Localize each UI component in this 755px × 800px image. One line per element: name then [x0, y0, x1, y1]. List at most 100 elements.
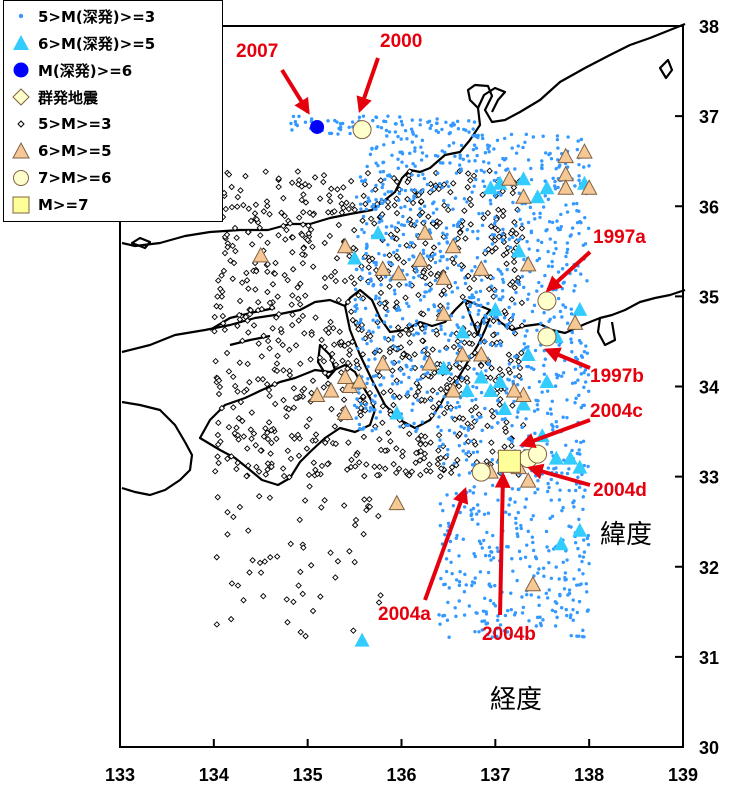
event-deep-5-m-3	[403, 204, 407, 209]
event-deep-5-m-3	[551, 176, 555, 181]
event-5-m-3	[348, 274, 355, 281]
event-deep-5-m-3	[493, 604, 498, 608]
event-5-m-3	[380, 389, 387, 396]
event-deep-5-m-3	[441, 508, 445, 513]
event-5-m-3	[273, 360, 281, 367]
noto-peninsula	[477, 86, 507, 113]
event-5-m-3	[272, 259, 279, 267]
event-triangle	[557, 147, 575, 164]
event-deep-5-m-3	[549, 156, 554, 161]
event-5-m-3	[260, 208, 268, 215]
event-deep-5-m-3	[383, 275, 388, 279]
event-5-m-3	[347, 308, 355, 315]
event-deep-5-m-3	[486, 146, 490, 151]
event-5-m-3	[395, 465, 403, 472]
event-deep-5-m-3	[483, 339, 487, 343]
event-deep-5-m-3	[412, 275, 416, 280]
event-deep-5-m-3	[516, 510, 520, 515]
event-deep-5-m-3	[408, 283, 412, 288]
event-deep-5-m-3	[425, 182, 430, 187]
event-5-m-3	[518, 225, 526, 232]
event-deep-5-m-3	[356, 321, 360, 326]
event-5-m-3	[399, 448, 406, 455]
event-deep-5-m-3	[471, 384, 475, 389]
event-deep-5-m-3	[585, 279, 589, 283]
event-deep-5-m-3	[481, 179, 485, 183]
event-deep-5-m-3	[386, 190, 390, 194]
event-deep-5-m-3	[510, 235, 515, 240]
event-5-m-3	[502, 428, 510, 436]
event-deep-5-m-3	[546, 489, 550, 494]
event-5-m-3	[338, 200, 345, 207]
event-deep-5-m-3	[500, 289, 505, 293]
event-deep-5-m-3	[565, 471, 570, 476]
event-deep-5-m-3	[359, 207, 363, 211]
event-deep-5-m-3	[358, 320, 363, 324]
event-deep-5-m-3	[455, 222, 460, 227]
event-deep-5-m-3	[510, 315, 515, 319]
event-deep-5-m-3	[382, 320, 387, 324]
x-tick-label: 134	[199, 765, 229, 785]
event-deep-5-m-3	[374, 374, 378, 378]
event-deep-5-m-3	[476, 325, 480, 329]
event-5-m-3	[338, 369, 345, 376]
event-5-m-3	[252, 441, 259, 449]
event-deep-5-m-3	[569, 337, 573, 341]
event-deep-5-m-3	[493, 289, 498, 293]
event-triangle	[539, 373, 555, 388]
event-deep-5-m-3	[444, 557, 449, 561]
event-deep-5-m-3	[565, 398, 569, 402]
event-5-m-3	[264, 268, 271, 275]
event-deep-5-m-3	[409, 367, 413, 372]
event-deep-5-m-3	[486, 301, 490, 306]
event-5-m-3	[447, 469, 455, 476]
event-deep-5-m-3	[559, 212, 563, 217]
event-deep-5-m-3	[516, 410, 520, 414]
event-deep-5-m-3	[566, 593, 570, 597]
event-5-m-3	[250, 430, 258, 437]
event-deep-5-m-3	[408, 207, 413, 212]
event-5-m-3	[419, 337, 426, 345]
event-triangle	[557, 165, 575, 182]
event-5-m-3	[377, 289, 385, 297]
event-deep-5-m-3	[565, 241, 570, 245]
event-5-m-3	[429, 387, 436, 394]
event-5-m-3	[518, 299, 526, 307]
event-5-m-3	[264, 202, 271, 210]
event-deep-5-m-3	[397, 244, 402, 248]
event-5-m-3	[345, 439, 352, 446]
event-deep-5-m-3	[470, 583, 474, 588]
event-deep-5-m-3	[525, 635, 529, 639]
event-5-m-3	[379, 402, 387, 410]
event-deep-5-m-3	[567, 467, 571, 471]
event-deep-5-m-3	[447, 428, 452, 433]
event-deep-5-m-3	[461, 449, 465, 453]
event-deep-5-m-3	[402, 223, 407, 228]
event-deep-5-m-3	[458, 510, 462, 515]
event-deep-5-m-3	[411, 132, 415, 136]
event-5-m-3	[359, 217, 366, 224]
event-5-m-3	[367, 332, 374, 340]
event-deep-5-m-3	[471, 127, 475, 131]
event-deep-5-m-3	[448, 161, 452, 165]
event-5-m-3	[257, 447, 265, 454]
event-deep-5-m-3	[526, 345, 530, 349]
event-deep-5-m-3	[435, 207, 439, 211]
event-deep-5-m-3	[522, 285, 526, 290]
event-deep-5-m-3	[390, 374, 394, 378]
event-deep-5-m-3	[567, 488, 571, 493]
event-5-m-3	[243, 472, 250, 480]
event-deep-5-m-3	[542, 349, 546, 353]
event-triangle	[388, 494, 406, 511]
event-deep-5-m-3	[579, 272, 583, 276]
event-deep-5-m-3	[453, 280, 457, 285]
event-5-m-3	[224, 455, 231, 463]
event-5-m-3	[415, 191, 422, 199]
event-deep-5-m-3	[364, 207, 369, 212]
event-deep-5-m-3	[447, 635, 451, 639]
event-deep-5-m-3	[442, 582, 446, 587]
event-deep-5-m-3	[575, 634, 579, 638]
event-deep-5-m-3	[503, 417, 507, 421]
event-5-m-3	[297, 360, 304, 368]
event-deep-5-m-3	[400, 160, 404, 164]
